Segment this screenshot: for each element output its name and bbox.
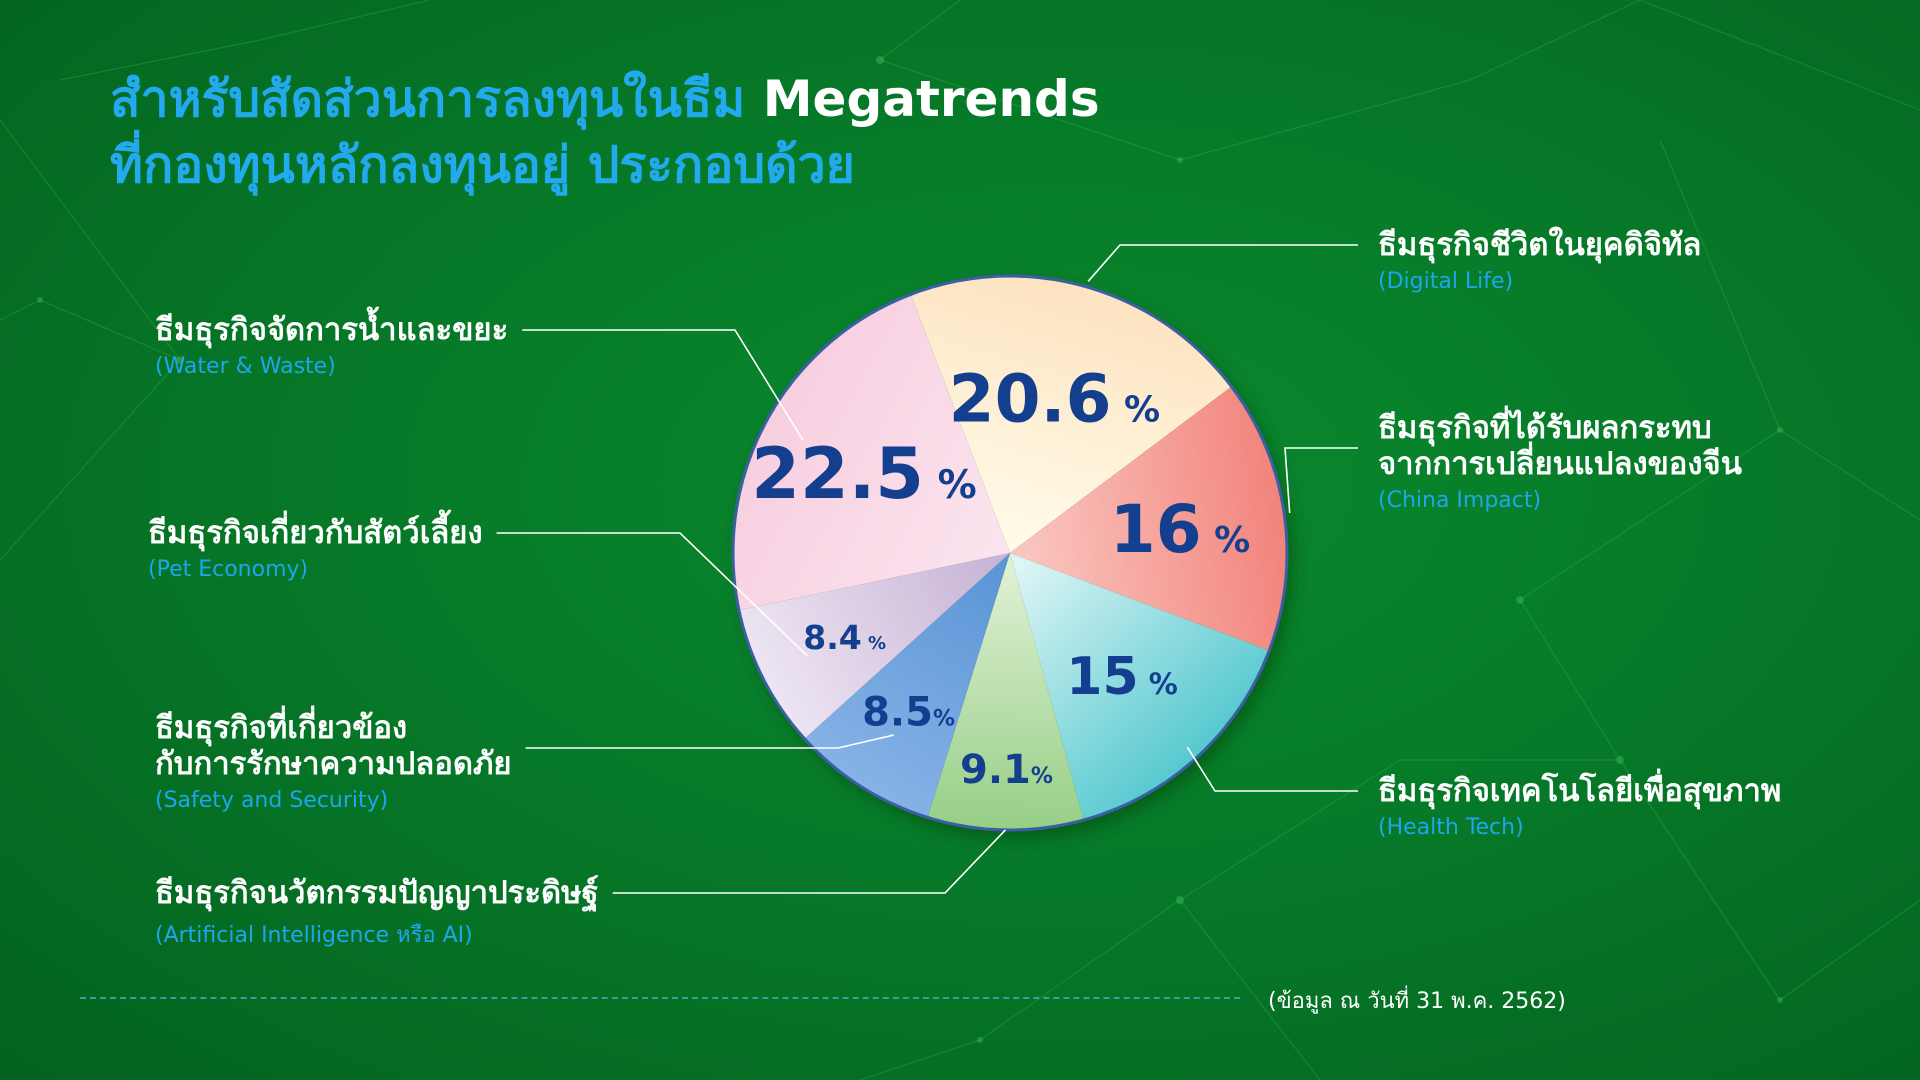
legend-label-5-line-2: กับการรักษาความปลอดภัย	[155, 746, 512, 782]
leader-line-3	[1186, 746, 1358, 792]
leader-line-4	[612, 829, 1007, 894]
legend-sublabel-4: (Artificial Intelligence หรือ AI)	[155, 923, 473, 948]
pie-value-label-7: 22.5 %	[751, 433, 976, 515]
leader-line-7	[522, 329, 804, 441]
pie-slice-4	[927, 553, 1084, 830]
pie-slice-1	[910, 275, 1232, 553]
legend-sublabel-2: (China Impact)	[1378, 488, 1542, 513]
pie-value-label-6: 8.4 %	[803, 618, 886, 657]
legend-label-4: ธีมธุรกิจนวัตกรรมปัญญาประดิษฐ์	[155, 875, 599, 911]
legend-label-1: ธีมธุรกิจชีวิตในยุคดิจิทัล	[1378, 227, 1702, 263]
page-title-megatrends: Megatrends	[762, 70, 1100, 128]
legend-label-5-line-1: ธีมธุรกิจที่เกี่ยวข้อง	[155, 710, 408, 746]
leader-line-6	[496, 532, 809, 657]
pie-value-label-1: 20.6 %	[949, 361, 1160, 438]
legend-label-3: ธีมธุรกิจเทคโนโลยีเพื่อสุขภาพ	[1378, 773, 1782, 809]
footer-divider	[80, 997, 1240, 999]
page-title-thai: สำหรับสัดส่วนการลงทุนในธีม	[110, 70, 763, 128]
pie-slice-7	[733, 294, 1010, 611]
leader-line-2	[1284, 447, 1358, 514]
legend-label-6: ธีมธุรกิจเกี่ยวกับสัตว์เลี้ยง	[148, 515, 483, 551]
page-title-line-2: ที่กองทุนหลักลงทุนอยู่ ประกอบด้วย	[110, 136, 855, 194]
pie-value-label-2: 16 %	[1110, 491, 1250, 568]
pie-slice-3	[1010, 553, 1270, 821]
pie-slice-5	[804, 553, 1010, 818]
legend-label-2-line-2: จากการเปลี่ยนแปลงของจีน	[1378, 446, 1742, 482]
leader-line-1	[1087, 244, 1358, 282]
legend-sublabel-3: (Health Tech)	[1378, 815, 1524, 840]
page-title-line-1: สำหรับสัดส่วนการลงทุนในธีม Megatrends	[110, 68, 1100, 130]
legend-label-7: ธีมธุรกิจจัดการน้ำและขยะ	[155, 312, 509, 348]
pie-rim	[731, 274, 1289, 832]
pie-value-label-4: 9.1%	[960, 747, 1053, 793]
leader-line-5	[525, 734, 894, 749]
data-date-note: (ข้อมูล ณ วันที่ 31 พ.ค. 2562)	[1268, 989, 1566, 1014]
pie-value-label-3: 15 %	[1066, 647, 1178, 707]
pie-slice-6	[738, 553, 1010, 739]
legend-sublabel-7: (Water & Waste)	[155, 354, 336, 379]
legend-sublabel-5: (Safety and Security)	[155, 788, 389, 813]
legend-sublabel-6: (Pet Economy)	[148, 557, 309, 582]
pie-slice-2	[1010, 386, 1288, 651]
pie-value-label-5: 8.5%	[862, 690, 955, 736]
legend-label-2-line-1: ธีมธุรกิจที่ได้รับผลกระทบ	[1378, 410, 1712, 446]
legend-sublabel-1: (Digital Life)	[1378, 269, 1514, 294]
